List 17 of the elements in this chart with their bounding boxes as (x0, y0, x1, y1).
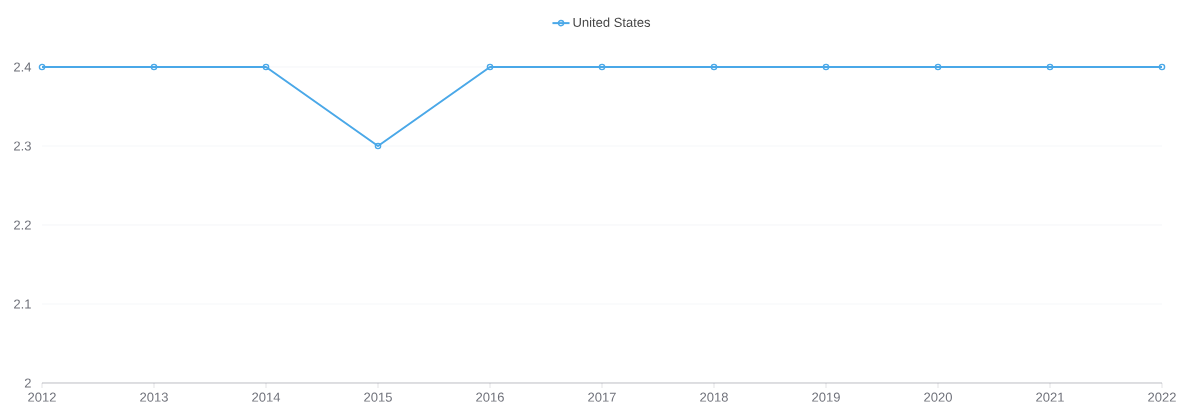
y-tick-label: 2 (24, 378, 31, 388)
x-tick-label: 2017 (588, 392, 616, 402)
x-tick-label: 2012 (28, 392, 56, 402)
legend-label: United States (573, 17, 651, 27)
x-tick-label: 2018 (700, 392, 728, 402)
x-tick-label: 2022 (1148, 392, 1176, 402)
y-tick-label: 2.4 (14, 62, 32, 72)
x-tick-label: 2020 (924, 392, 952, 402)
x-tick-label: 2019 (812, 392, 840, 402)
x-tick-label: 2014 (252, 392, 281, 402)
y-tick-label: 2.1 (14, 299, 31, 309)
x-tick-label: 2021 (1036, 392, 1064, 402)
x-tick-label: 2015 (364, 392, 392, 402)
x-tick-label: 2016 (476, 392, 504, 402)
y-tick-label: 2.2 (14, 220, 31, 230)
x-tick-label: 2013 (140, 392, 168, 402)
y-tick-label: 2.3 (14, 141, 31, 151)
